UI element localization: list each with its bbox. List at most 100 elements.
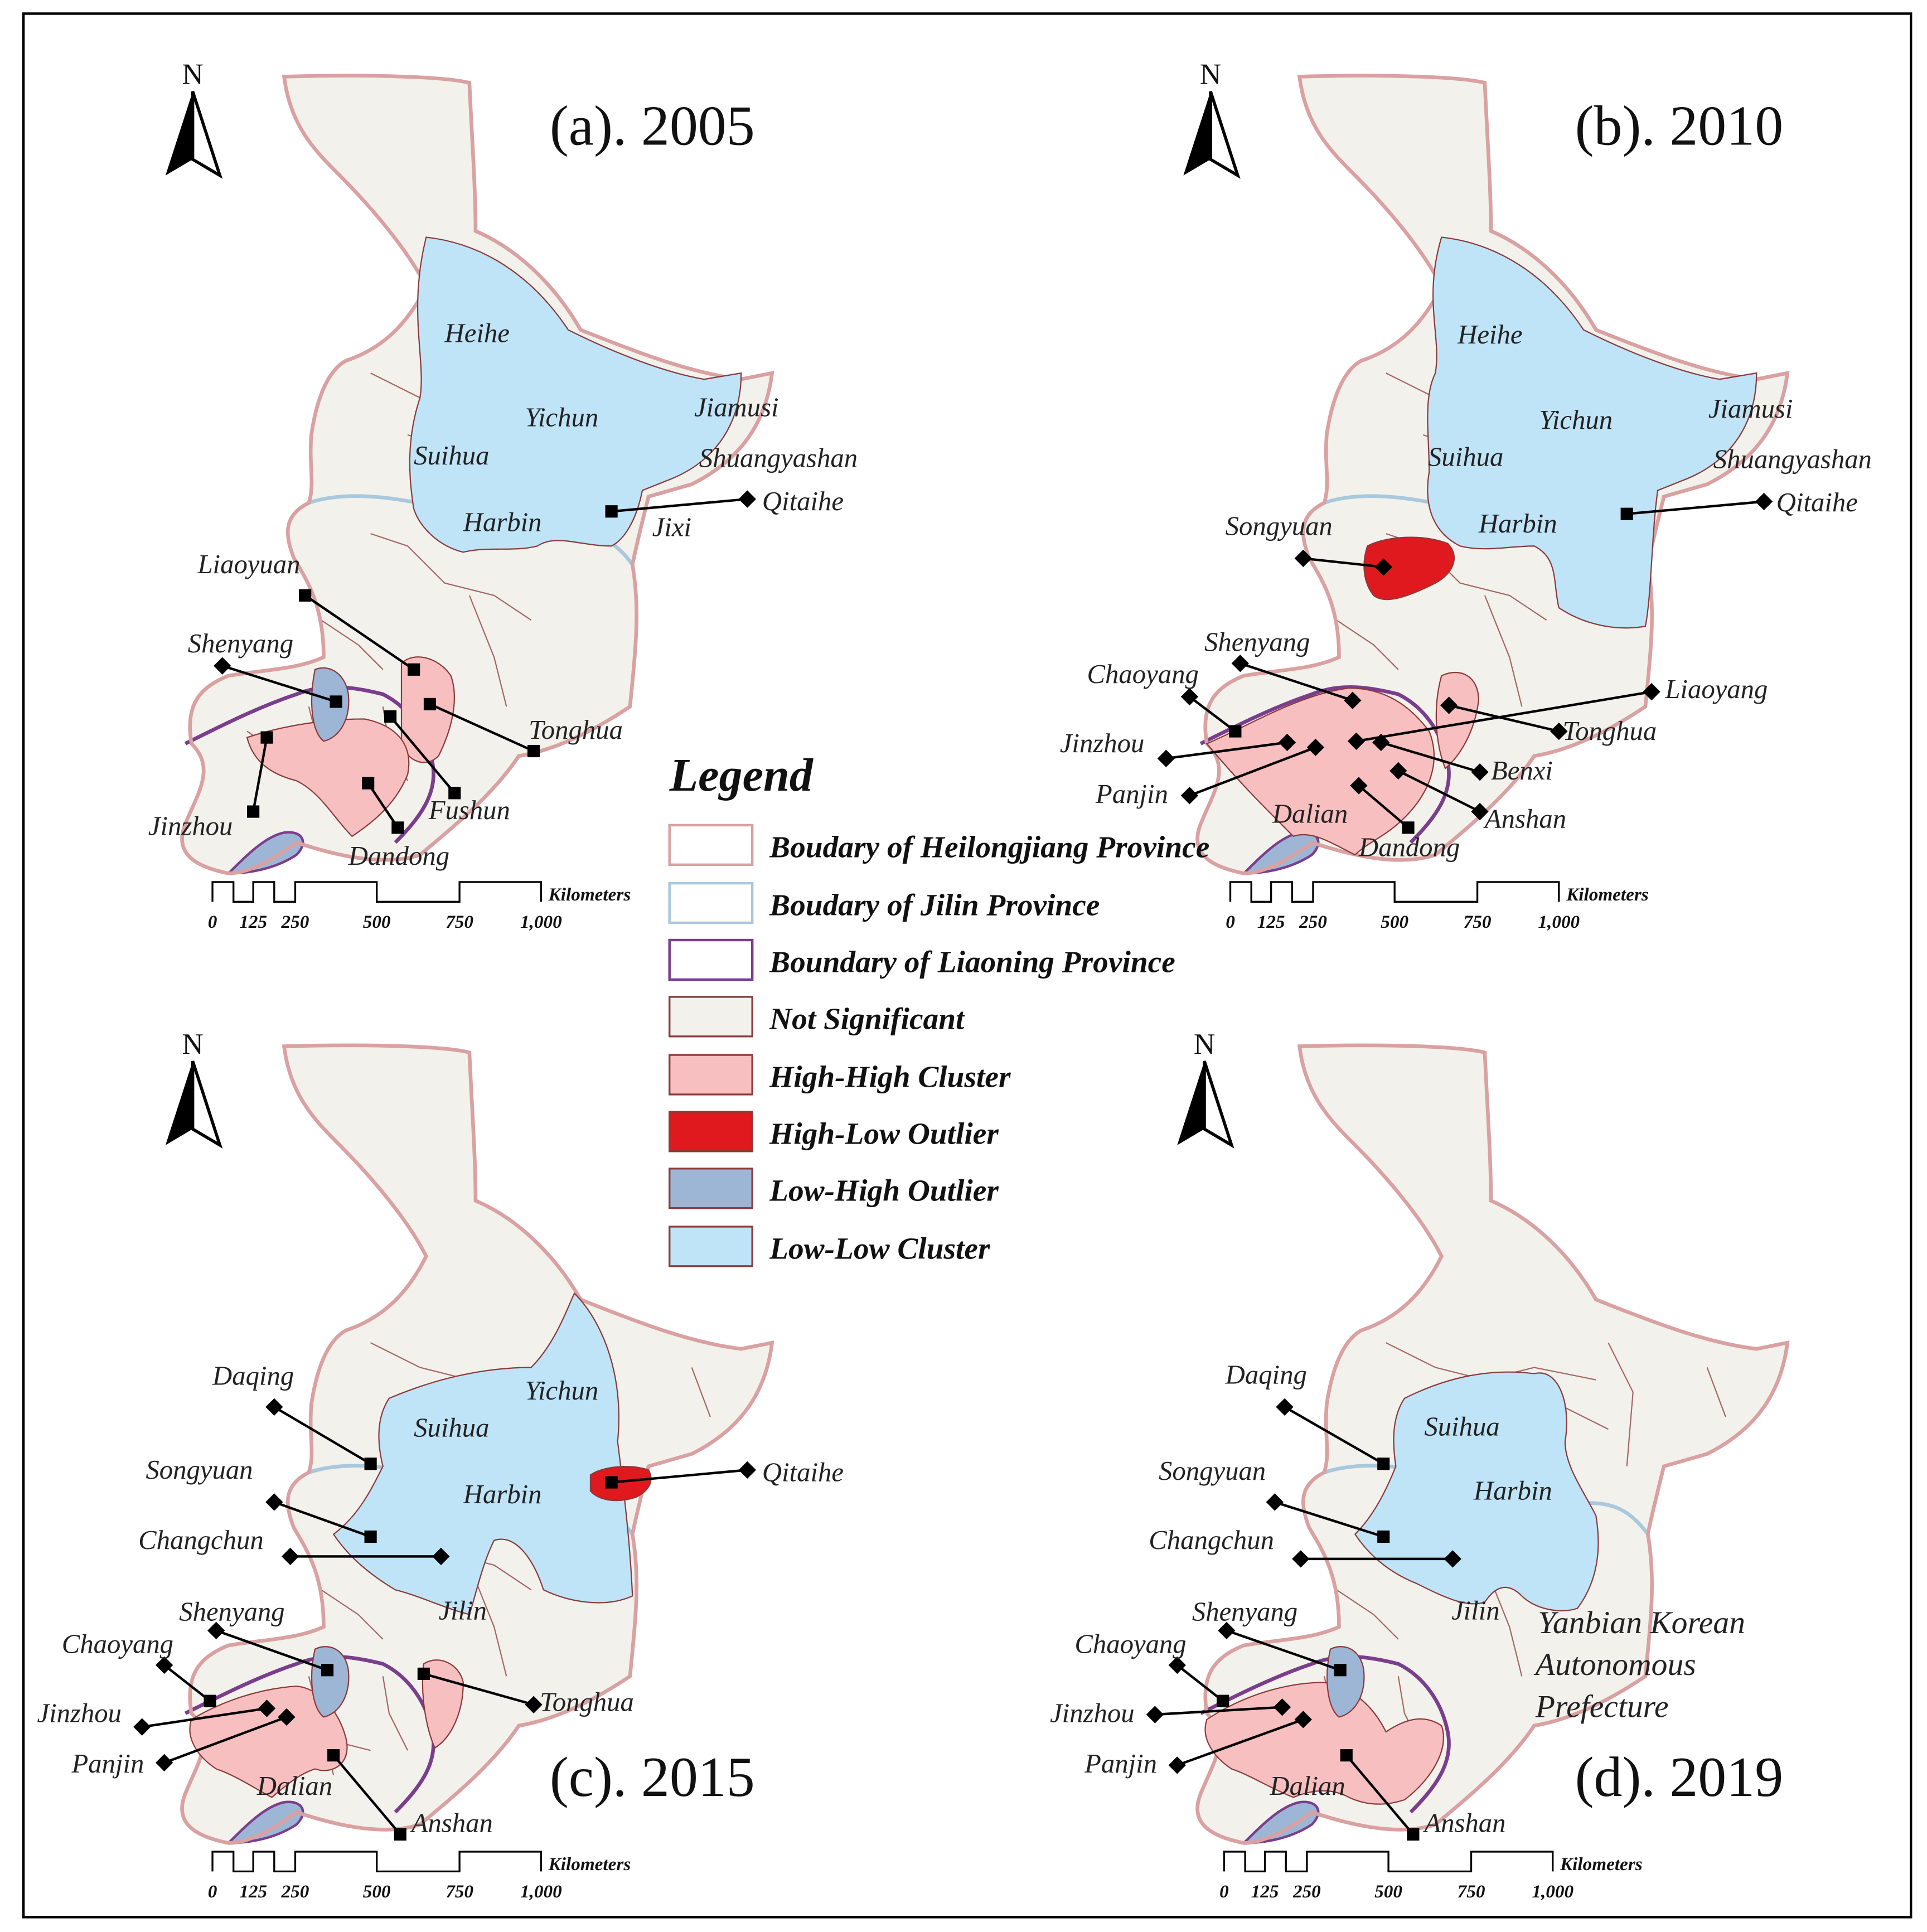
panel-c-north-arrow: N — [166, 1028, 220, 1145]
panel-c-high-low-qitaihe — [589, 1466, 652, 1502]
panel-b-label-jinzhou: Jinzhou — [1060, 728, 1145, 758]
panel-a-label-liaoyuan: Liaoyuan — [197, 549, 300, 579]
svg-text:250: 250 — [281, 1881, 309, 1902]
svg-text:500: 500 — [1374, 1881, 1402, 1902]
panel-d: (d). 2019 N Daqing Suihua Songyua — [1050, 1028, 1788, 1902]
panel-d-north-arrow: N — [1177, 1028, 1231, 1145]
panel-c-label-qitaihe: Qitaihe — [762, 1457, 844, 1487]
panel-a-label-shenyang: Shenyang — [188, 628, 293, 658]
panel-d-title: (d). 2019 — [1575, 1746, 1784, 1809]
panel-c-label-suihua: Suihua — [414, 1413, 489, 1443]
svg-text:1,000: 1,000 — [1532, 1881, 1573, 1902]
panel-d-high-high-south — [1204, 1682, 1444, 1805]
panel-b-label-qitaihe: Qitaihe — [1776, 487, 1858, 517]
legend-item-high-low: High-Low Outlier — [669, 1111, 999, 1153]
svg-text:1,000: 1,000 — [1538, 912, 1580, 932]
panel-a-label-fushun: Fushun — [428, 795, 510, 825]
svg-text:250: 250 — [1292, 1881, 1321, 1902]
panel-a-label-yichun: Yichun — [525, 402, 599, 432]
svg-text:125: 125 — [239, 1881, 267, 1902]
panel-c-low-low-center — [332, 1292, 633, 1615]
figure-frame — [22, 12, 1913, 1919]
legend-item-liaoning: Boundary of Liaoning Province — [668, 938, 1175, 981]
panel-c-label-harbin: Harbin — [463, 1479, 542, 1509]
panel-d-label-daqing: Daqing — [1225, 1359, 1307, 1389]
panel-b-high-high-south — [1205, 687, 1435, 856]
panel-b-label-yichun: Yichun — [1539, 405, 1613, 435]
svg-text:750: 750 — [1458, 1881, 1485, 1902]
panel-d-label-jilin: Jilin — [1451, 1595, 1500, 1625]
panel-b-label-heihe: Heihe — [1457, 319, 1522, 350]
panel-b: (b). 2010 N — [1060, 59, 1872, 932]
svg-text:1,000: 1,000 — [520, 1881, 562, 1902]
panel-a-label-shuangyashan: Shuangyashan — [699, 443, 858, 473]
panel-c-low-high-shenyang — [311, 1646, 350, 1718]
panel-d-label-anshan: Anshan — [1422, 1808, 1505, 1838]
panel-a-markers — [214, 490, 756, 834]
panel-b-low-low-north — [1427, 236, 1757, 629]
panel-a-low-low-north — [409, 236, 742, 553]
panel-a: (a). 2005 N Heihe Yichun Jiamusi Suihua — [148, 59, 858, 932]
panel-b-label-panjin: Panjin — [1095, 779, 1168, 809]
panel-a-scale-bar: 0 125 250 500 750 1,000 Kilometers — [208, 881, 631, 932]
panel-d-label-dalian: Dalian — [1269, 1771, 1345, 1801]
svg-text:750: 750 — [446, 1881, 473, 1902]
panel-d-low-low-center — [1354, 1371, 1599, 1611]
panel-c-label-songyuan: Songyuan — [146, 1455, 253, 1485]
panel-c-label-jilin: Jilin — [438, 1595, 487, 1625]
svg-text:750: 750 — [1464, 912, 1492, 932]
panel-b-label-benxi: Benxi — [1491, 756, 1553, 786]
legend-item-low-low: Low-Low Cluster — [669, 1226, 990, 1267]
panel-c-label-chaoyang: Chaoyang — [62, 1629, 173, 1659]
panel-d-label-changchun: Changchun — [1149, 1525, 1274, 1555]
panel-c-label-tonghua: Tonghua — [540, 1687, 634, 1717]
svg-text:Boudary of Heilongjiang Provin: Boudary of Heilongjiang Province — [769, 830, 1209, 864]
svg-text:Kilometers: Kilometers — [548, 1854, 631, 1875]
panel-c-label-changchun: Changchun — [138, 1525, 264, 1555]
panel-d-label-songyuan: Songyuan — [1159, 1456, 1266, 1486]
panel-b-label-shuangyashan: Shuangyashan — [1713, 444, 1872, 474]
panel-b-label-dalian: Dalian — [1272, 799, 1348, 829]
svg-text:N: N — [1194, 1028, 1215, 1061]
panel-d-markers — [1146, 1398, 1461, 1841]
legend-item-high-high: High-High Cluster — [669, 1054, 1011, 1096]
panel-b-high-low-songyuan — [1363, 536, 1455, 601]
panel-b-label-harbin: Harbin — [1478, 509, 1557, 539]
panel-c-leaders — [142, 1406, 748, 1836]
panel-b-title: (b). 2010 — [1575, 94, 1784, 157]
panel-d-scale-bar: 0 125 250 500 750 1,000 Kilometers — [1219, 1851, 1643, 1902]
panel-c-label-yichun: Yichun — [525, 1376, 599, 1406]
svg-text:125: 125 — [1257, 912, 1285, 932]
svg-text:N: N — [1200, 59, 1221, 91]
legend-item-not-significant: Not Significant — [669, 996, 965, 1038]
svg-text:1,000: 1,000 — [520, 912, 562, 932]
panel-d-label-chaoyang: Chaoyang — [1074, 1629, 1186, 1659]
svg-text:125: 125 — [1251, 1881, 1279, 1902]
svg-text:Boundary of Liaoning Province: Boundary of Liaoning Province — [769, 945, 1175, 979]
panel-d-label-shenyang: Shenyang — [1192, 1597, 1297, 1627]
legend-item-heilongjiang: Boudary of Heilongjiang Province — [668, 824, 1209, 866]
panel-a-label-tonghua: Tonghua — [529, 715, 623, 745]
svg-text:High-Low Outlier: High-Low Outlier — [769, 1117, 999, 1151]
panel-b-label-jiamusi: Jiamusi — [1708, 394, 1793, 424]
svg-text:N: N — [182, 1028, 203, 1061]
legend-title: Legend — [669, 749, 814, 801]
legend-item-jilin: Boudary of Jilin Province — [668, 882, 1100, 924]
panel-c-label-daqing: Daqing — [212, 1361, 294, 1391]
svg-text:0: 0 — [208, 912, 217, 932]
legend-item-low-high: Low-High Outlier — [669, 1168, 999, 1209]
svg-text:500: 500 — [1381, 912, 1408, 932]
panel-a-label-harbin: Harbin — [463, 507, 542, 538]
panel-a-title: (a). 2005 — [550, 94, 755, 157]
svg-text:0: 0 — [208, 1881, 217, 1902]
panel-c-label-anshan: Anshan — [410, 1808, 493, 1838]
panel-b-label-liaoyang: Liaoyang — [1664, 674, 1768, 704]
panel-b-label-anshan: Anshan — [1483, 803, 1566, 834]
svg-text:0: 0 — [1219, 1881, 1229, 1902]
panel-a-north-arrow: N — [166, 59, 220, 176]
panel-d-label-suihua: Suihua — [1424, 1411, 1499, 1441]
svg-text:Low-High Outlier: Low-High Outlier — [769, 1173, 999, 1207]
panel-d-label-yanbian-line3: Prefecture — [1535, 1689, 1669, 1724]
panel-b-label-songyuan: Songyuan — [1226, 511, 1333, 541]
